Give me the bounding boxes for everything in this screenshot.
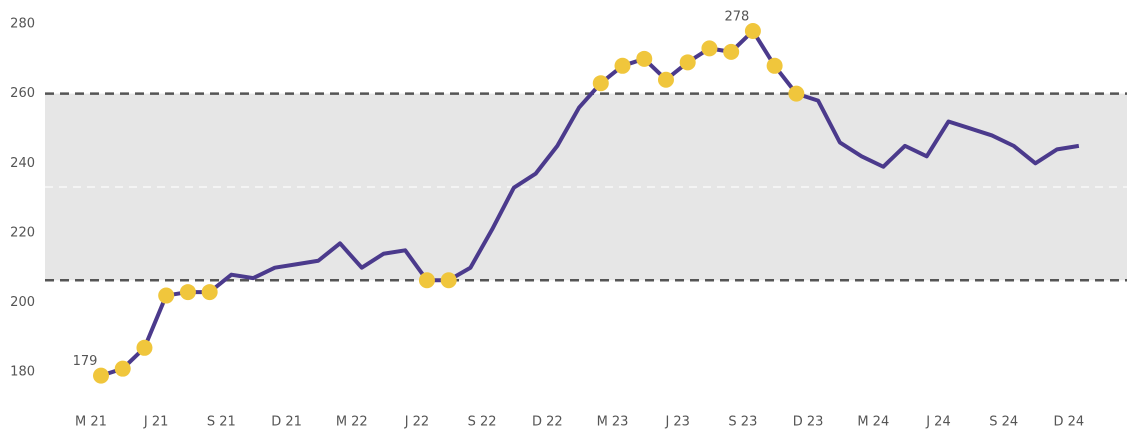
marker [744,22,761,39]
y-tick-label: 200 [10,295,35,310]
x-tick-label: J 22 [404,415,430,430]
y-tick-label: 260 [10,86,35,101]
marker [201,284,218,301]
marker [158,287,175,304]
marker [592,75,609,92]
x-tick-label: J 23 [664,415,690,430]
x-tick-label: S 24 [989,415,1018,430]
y-tick-label: 180 [10,365,35,380]
x-tick-label: D 24 [1054,415,1085,430]
marker [679,54,696,71]
marker [723,43,740,60]
x-tick-label: M 22 [336,415,368,430]
x-tick-label: M 23 [597,415,629,430]
x-tick-label: S 23 [728,415,757,430]
marker [136,339,153,356]
marker [114,360,131,377]
marker [788,85,805,102]
x-tick-label: M 21 [75,415,107,430]
x-tick-label: D 22 [532,415,563,430]
marker [418,272,435,289]
y-tick-label: 280 [10,17,35,32]
marker [93,367,109,384]
x-tick-label: M 24 [857,415,889,430]
marker [701,40,718,57]
x-tick-label: D 21 [271,415,302,430]
data-label: 278 [724,9,749,24]
marker [440,272,457,289]
line [100,28,1080,378]
band [45,93,1127,281]
x-tick-label: J 21 [143,415,169,430]
x-tick-label: S 21 [207,415,236,430]
data-label: 179 [73,354,98,369]
marker [657,71,674,88]
marker [614,57,631,74]
x-tick-label: J 24 [925,415,951,430]
y-tick-label: 240 [10,156,35,171]
x-tick-label: D 23 [793,415,824,430]
marker [179,284,196,301]
y-tick-label: 220 [10,225,35,240]
x-tick-label: S 22 [468,415,497,430]
marker [636,50,653,67]
marker [766,57,783,74]
